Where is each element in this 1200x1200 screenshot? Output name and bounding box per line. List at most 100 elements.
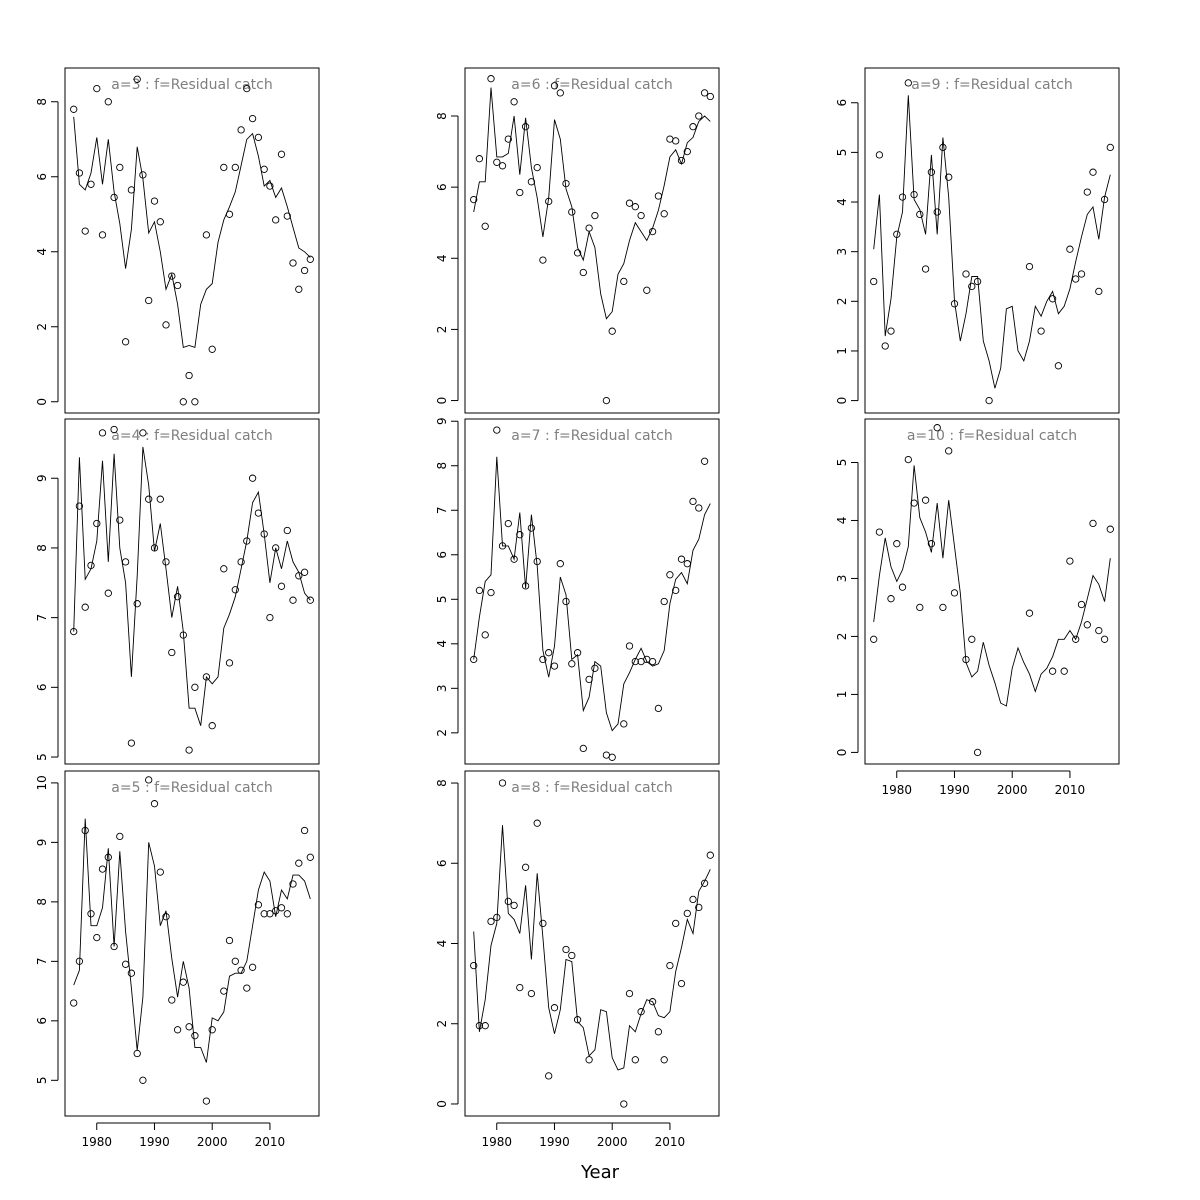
data-point <box>248 474 257 482</box>
data-point <box>579 744 587 753</box>
data-point <box>493 158 501 166</box>
data-point <box>608 753 616 761</box>
data-point <box>620 1100 628 1108</box>
data-point <box>248 963 257 971</box>
y-tick-label: 8 <box>35 98 49 106</box>
data-point <box>881 342 889 350</box>
data-point <box>75 502 84 510</box>
data-point <box>191 1032 199 1040</box>
data-point <box>562 597 570 606</box>
data-point <box>493 426 501 434</box>
data-point <box>1025 609 1034 617</box>
data-point <box>237 126 245 134</box>
y-tick-label: 3 <box>435 685 449 693</box>
data-point <box>677 156 686 165</box>
data-point <box>248 114 257 123</box>
data-point <box>75 957 84 965</box>
data-point <box>98 865 107 873</box>
data-point <box>893 540 901 548</box>
data-point <box>870 635 878 643</box>
data-point <box>243 537 251 545</box>
data-point <box>695 504 703 512</box>
data-point <box>654 192 663 200</box>
data-point <box>220 987 228 995</box>
data-point <box>225 659 234 667</box>
y-tick-label: 8 <box>435 462 449 470</box>
data-point <box>475 155 484 163</box>
fitted-line <box>73 446 311 726</box>
data-point <box>283 212 291 220</box>
data-point <box>306 596 314 604</box>
data-point <box>533 557 541 566</box>
data-point <box>875 528 884 536</box>
y-tick-label: 2 <box>435 326 449 334</box>
data-point <box>689 895 697 904</box>
data-point <box>562 179 570 188</box>
data-point <box>295 285 303 293</box>
data-point <box>573 249 582 257</box>
data-point <box>168 272 176 280</box>
data-point <box>625 642 634 650</box>
data-point <box>104 98 112 106</box>
x-tick-label: 1980 <box>481 1135 512 1149</box>
data-point <box>620 277 628 286</box>
data-point <box>1100 195 1109 204</box>
data-point <box>254 509 263 517</box>
data-point <box>87 561 95 570</box>
data-point <box>504 897 512 906</box>
y-tick-label: 2 <box>435 729 449 737</box>
data-point <box>887 595 895 603</box>
y-tick-label: 4 <box>35 248 49 256</box>
data-point <box>660 210 668 218</box>
y-tick-label: 6 <box>435 183 449 191</box>
data-point <box>470 961 478 970</box>
y-tick-label: 0 <box>435 397 449 405</box>
data-point <box>573 1016 582 1024</box>
data-point <box>672 919 680 928</box>
data-point <box>516 983 524 992</box>
data-point <box>70 105 78 113</box>
y-tick-label: 0 <box>835 397 849 405</box>
data-point <box>208 722 216 730</box>
y-tick-label: 7 <box>35 614 49 622</box>
data-point <box>162 913 170 921</box>
data-point <box>677 979 686 988</box>
data-point <box>1066 557 1074 565</box>
data-point <box>266 910 274 918</box>
data-point <box>179 398 187 406</box>
y-tick-label: 7 <box>435 506 449 514</box>
data-point <box>683 909 691 918</box>
data-point <box>695 112 703 120</box>
data-point <box>145 495 153 503</box>
panel-4: a=6 : f=Residual catch 0 2 4 6 8 <box>435 67 720 414</box>
data-point <box>173 1026 182 1034</box>
x-tick-label: 1980 <box>81 1135 112 1149</box>
data-point <box>191 398 199 406</box>
data-point <box>939 143 947 152</box>
data-point <box>527 178 536 186</box>
y-tick-label: 5 <box>835 459 849 467</box>
data-point <box>133 600 141 608</box>
data-point <box>985 396 993 405</box>
data-point <box>521 123 530 131</box>
data-point <box>277 582 286 590</box>
data-point <box>81 227 89 235</box>
data-point <box>898 583 907 591</box>
x-tick-label: 1990 <box>539 1135 570 1149</box>
y-tick-label: 5 <box>35 753 49 761</box>
data-point <box>133 75 141 83</box>
data-point <box>306 255 314 263</box>
data-point <box>1072 635 1080 643</box>
data-point <box>70 627 78 636</box>
data-point <box>870 277 878 286</box>
data-point <box>939 603 947 612</box>
data-point <box>927 168 936 176</box>
panel-title: a=6 : f=Residual catch <box>511 77 672 93</box>
data-point <box>625 989 634 998</box>
data-point <box>933 208 941 216</box>
data-point <box>568 951 576 960</box>
y-tick-label: 6 <box>835 99 849 107</box>
data-point <box>1048 295 1057 303</box>
y-tick-label: 0 <box>35 398 49 406</box>
data-point <box>973 748 982 757</box>
